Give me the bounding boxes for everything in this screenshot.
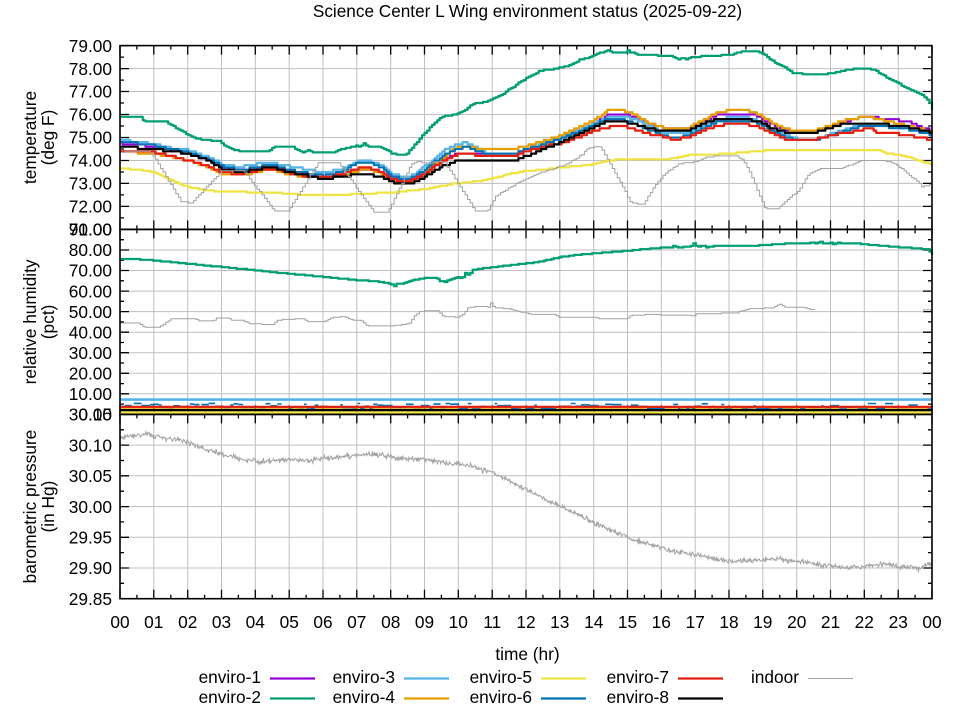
svg-text:22: 22 bbox=[855, 612, 874, 632]
svg-text:29.95: 29.95 bbox=[69, 528, 112, 548]
svg-text:10.00: 10.00 bbox=[69, 384, 112, 404]
svg-text:17: 17 bbox=[686, 612, 705, 632]
svg-text:75.00: 75.00 bbox=[69, 128, 112, 148]
svg-text:10: 10 bbox=[449, 612, 468, 632]
svg-text:78.00: 78.00 bbox=[69, 59, 112, 79]
svg-text:07: 07 bbox=[347, 612, 366, 632]
svg-text:40.00: 40.00 bbox=[69, 322, 112, 342]
svg-text:(pct): (pct) bbox=[38, 305, 58, 340]
svg-text:20.00: 20.00 bbox=[69, 364, 112, 384]
svg-text:30.10: 30.10 bbox=[69, 435, 112, 455]
svg-text:enviro-5: enviro-5 bbox=[470, 667, 532, 687]
svg-text:20: 20 bbox=[787, 612, 806, 632]
svg-text:19: 19 bbox=[753, 612, 772, 632]
svg-text:73.00: 73.00 bbox=[69, 174, 112, 194]
svg-text:80.00: 80.00 bbox=[69, 240, 112, 260]
svg-text:enviro-8: enviro-8 bbox=[607, 687, 669, 707]
svg-text:08: 08 bbox=[381, 612, 400, 632]
svg-text:enviro-6: enviro-6 bbox=[470, 687, 532, 707]
svg-text:enviro-1: enviro-1 bbox=[199, 667, 261, 687]
svg-text:barometric pressure: barometric pressure bbox=[20, 430, 40, 584]
svg-text:29.90: 29.90 bbox=[69, 558, 112, 578]
svg-text:74.00: 74.00 bbox=[69, 151, 112, 171]
svg-text:01: 01 bbox=[144, 612, 163, 632]
svg-text:14: 14 bbox=[584, 612, 604, 632]
svg-text:11: 11 bbox=[483, 612, 501, 632]
svg-text:30.00: 30.00 bbox=[69, 497, 112, 517]
svg-text:16: 16 bbox=[652, 612, 671, 632]
svg-text:04: 04 bbox=[246, 612, 266, 632]
svg-text:76.00: 76.00 bbox=[69, 105, 112, 125]
svg-text:(in Hg): (in Hg) bbox=[38, 481, 58, 533]
svg-text:90.00: 90.00 bbox=[69, 220, 112, 240]
svg-text:30.00: 30.00 bbox=[69, 343, 112, 363]
svg-text:30.15: 30.15 bbox=[69, 405, 112, 425]
svg-text:05: 05 bbox=[280, 612, 299, 632]
svg-text:18: 18 bbox=[719, 612, 738, 632]
svg-text:29.85: 29.85 bbox=[69, 589, 112, 609]
svg-text:30.05: 30.05 bbox=[69, 466, 112, 486]
svg-text:13: 13 bbox=[550, 612, 569, 632]
svg-text:02: 02 bbox=[178, 612, 197, 632]
svg-text:77.00: 77.00 bbox=[69, 82, 112, 102]
svg-text:relative humidity: relative humidity bbox=[20, 259, 40, 384]
svg-text:0.00: 0.00 bbox=[78, 405, 112, 425]
svg-text:50.00: 50.00 bbox=[69, 302, 112, 322]
svg-text:Science Center L Wing environm: Science Center L Wing environment status… bbox=[313, 1, 742, 21]
svg-text:15: 15 bbox=[618, 612, 637, 632]
svg-text:(deg F): (deg F) bbox=[38, 110, 58, 166]
svg-text:71.00: 71.00 bbox=[69, 220, 112, 240]
svg-text:79.00: 79.00 bbox=[69, 36, 112, 56]
svg-text:enviro-7: enviro-7 bbox=[607, 667, 669, 687]
svg-text:enviro-3: enviro-3 bbox=[333, 667, 395, 687]
svg-text:23: 23 bbox=[889, 612, 908, 632]
svg-text:00: 00 bbox=[922, 612, 941, 632]
svg-text:12: 12 bbox=[516, 612, 535, 632]
svg-text:03: 03 bbox=[212, 612, 231, 632]
svg-text:indoor: indoor bbox=[751, 667, 799, 687]
svg-text:21: 21 bbox=[821, 612, 840, 632]
svg-text:00: 00 bbox=[110, 612, 129, 632]
svg-text:09: 09 bbox=[415, 612, 434, 632]
svg-text:time (hr): time (hr) bbox=[495, 644, 559, 664]
svg-text:enviro-4: enviro-4 bbox=[333, 687, 396, 707]
svg-text:60.00: 60.00 bbox=[69, 281, 112, 301]
svg-text:06: 06 bbox=[313, 612, 332, 632]
svg-text:temperature: temperature bbox=[20, 91, 40, 184]
svg-text:72.00: 72.00 bbox=[69, 197, 112, 217]
svg-text:enviro-2: enviro-2 bbox=[199, 687, 261, 707]
svg-text:70.00: 70.00 bbox=[69, 261, 112, 281]
